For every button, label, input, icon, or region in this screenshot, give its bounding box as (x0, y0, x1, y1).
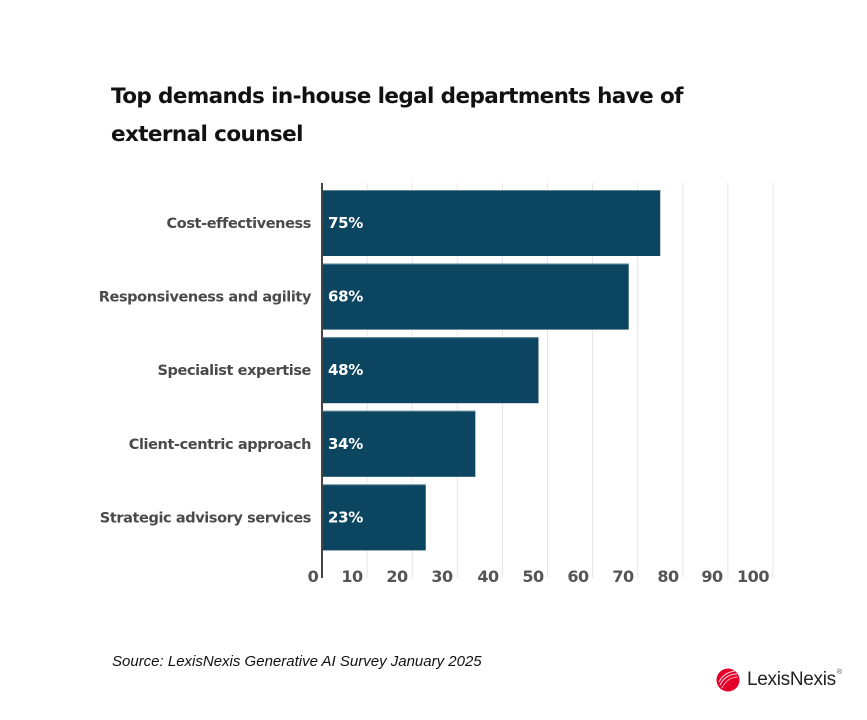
category-label: Specialist expertise (158, 363, 312, 379)
category-label: Responsiveness and agility (99, 290, 312, 306)
category-label: Client-centric approach (129, 437, 311, 453)
bar (322, 410, 476, 477)
bar (322, 263, 629, 330)
logo-wordmark: LexisNexis® (747, 669, 842, 691)
value-label: 34% (328, 435, 363, 453)
x-tick-label: 100 (737, 567, 769, 586)
x-tick-label: 10 (341, 567, 363, 586)
bars (322, 190, 661, 551)
lexisnexis-logo: LexisNexis® (716, 668, 842, 692)
chart-title-line-2: external counsel (111, 122, 303, 147)
x-tick-label: 70 (612, 567, 634, 586)
x-tick-label: 90 (701, 567, 723, 586)
category-labels: Cost-effectiveness Responsiveness and agi… (99, 216, 313, 526)
x-tick-label: 0 (308, 567, 319, 586)
logo-registered-mark: ® (836, 669, 842, 676)
value-label: 48% (328, 361, 363, 379)
bar (322, 337, 539, 404)
bar (322, 190, 661, 256)
x-axis-tick-labels: 0 10 20 30 40 50 60 70 80 90 100 (308, 567, 770, 586)
x-tick-label: 30 (431, 567, 453, 586)
logo-name: LexisNexis (747, 669, 836, 690)
x-tick-label: 40 (477, 567, 499, 586)
x-tick-label: 80 (657, 567, 679, 586)
category-label: Cost-effectiveness (167, 216, 311, 232)
x-tick-label: 20 (386, 567, 408, 586)
chart-title: Top demands in-house legal departments h… (111, 78, 711, 154)
bar (322, 484, 426, 551)
value-labels: 75% 68% 48% 34% 23% (328, 214, 364, 526)
chart-title-line-1: Top demands in-house legal departments h… (111, 84, 684, 109)
category-label: Strategic advisory services (100, 510, 311, 526)
value-label: 23% (328, 508, 363, 526)
value-label: 68% (328, 288, 363, 306)
lexisnexis-logo-icon (716, 668, 740, 692)
source-note: Source: LexisNexis Generative AI Survey … (112, 653, 482, 670)
x-tick-label: 60 (567, 567, 589, 586)
x-tick-label: 50 (522, 567, 544, 586)
value-label: 75% (328, 214, 363, 232)
